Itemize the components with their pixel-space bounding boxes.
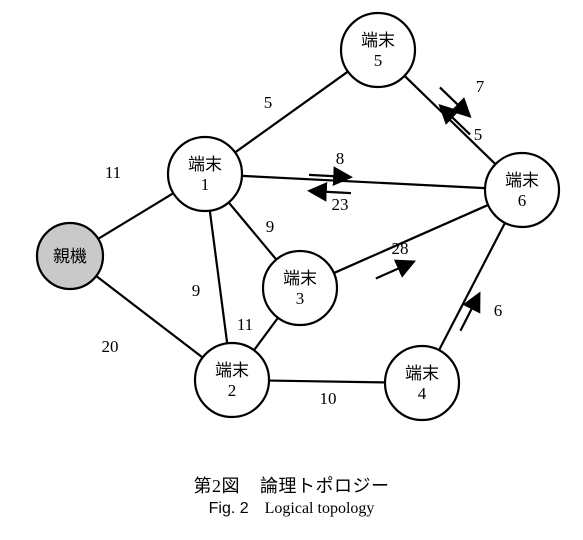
node-label: 端末 xyxy=(283,269,317,288)
node-t6 xyxy=(485,153,559,227)
edge-label: 9 xyxy=(192,281,201,300)
node-label: 親機 xyxy=(53,247,87,266)
edge-t2-t3 xyxy=(254,318,278,350)
node-label: 端末 xyxy=(505,171,539,190)
edge-label: 11 xyxy=(237,315,253,334)
edge-label: 6 xyxy=(494,301,503,320)
edge-label: 7 xyxy=(476,77,485,96)
edge-t2-t4 xyxy=(269,381,385,383)
edge-label: 23 xyxy=(332,195,349,214)
caption-en-prefix: Fig. 2 xyxy=(209,500,249,517)
edge-oya-t1 xyxy=(98,193,173,239)
direction-arrow xyxy=(440,87,470,116)
node-label: 3 xyxy=(296,289,305,308)
edge-label: 5 xyxy=(474,125,483,144)
edge-label: 11 xyxy=(105,163,121,182)
node-t5 xyxy=(341,13,415,87)
direction-arrow xyxy=(376,261,414,278)
caption-jp-title: 論理トポロジー xyxy=(260,476,390,496)
direction-arrow xyxy=(460,293,479,330)
node-label: 4 xyxy=(418,384,427,403)
edge-label: 28 xyxy=(392,239,409,258)
node-t1 xyxy=(168,137,242,211)
node-t4 xyxy=(385,346,459,420)
edge-t1-t5 xyxy=(235,72,348,153)
edge-label: 5 xyxy=(264,93,273,112)
caption-en-title: Logical topology xyxy=(265,500,375,517)
caption-jp: 第2図 論理トポロジー xyxy=(0,472,583,498)
edge-label: 10 xyxy=(320,389,337,408)
node-label: 端末 xyxy=(405,364,439,383)
node-label: 2 xyxy=(228,381,237,400)
direction-arrow xyxy=(309,191,351,193)
edge-label: 20 xyxy=(102,337,119,356)
figure-canvas: 1120995823752811106親機端末1端末2端末3端末4端末5端末6 … xyxy=(0,0,583,540)
topology-graph: 1120995823752811106親機端末1端末2端末3端末4端末5端末6 xyxy=(0,0,583,540)
caption-jp-prefix: 第2図 xyxy=(194,476,241,496)
edge-t1-t2 xyxy=(210,211,227,344)
direction-arrow xyxy=(309,175,351,177)
edge-t4-t6 xyxy=(439,223,505,350)
caption-en: Fig. 2 Logical topology xyxy=(0,500,583,518)
node-t2 xyxy=(195,343,269,417)
node-label: 5 xyxy=(374,51,383,70)
edge-label: 9 xyxy=(266,217,275,236)
node-label: 端末 xyxy=(361,31,395,50)
node-label: 端末 xyxy=(188,155,222,174)
edge-label: 8 xyxy=(336,149,345,168)
direction-arrow xyxy=(440,105,470,134)
node-label: 端末 xyxy=(215,361,249,380)
node-label: 1 xyxy=(201,175,210,194)
node-t3 xyxy=(263,251,337,325)
edge-t1-t6 xyxy=(242,176,485,188)
node-label: 6 xyxy=(518,191,527,210)
